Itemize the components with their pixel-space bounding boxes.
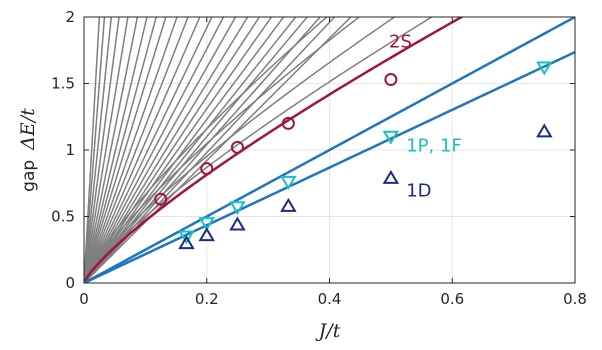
y-tick-label-1: 0.5	[51, 208, 75, 226]
series-curve-1d	[84, 50, 575, 283]
gray-line-10	[84, 17, 189, 283]
gray-line-17	[84, 17, 273, 283]
marker-1p-1f-4	[382, 130, 400, 145]
marker-1d-4	[382, 169, 400, 184]
gray-line-14	[84, 17, 237, 283]
y-axis-title: gap ΔE/t	[17, 108, 39, 192]
y-tick-label-4: 2	[65, 8, 75, 26]
gray-curve-1	[84, 17, 361, 283]
marker-1p-1f-3	[280, 175, 297, 190]
marker-1d-3	[280, 197, 297, 212]
x-tick-label-1: 0.2	[195, 290, 219, 308]
x-tick-label-2: 0.4	[318, 290, 342, 308]
gray-line-11	[84, 17, 201, 283]
gray-line-2	[84, 17, 113, 283]
y-tick-label-0: 0	[65, 274, 75, 292]
gray-line-13	[84, 17, 225, 283]
gray-curve-0	[84, 17, 328, 283]
marker-2s-1	[200, 162, 214, 176]
gray-line-19	[84, 17, 297, 283]
x-tick-label-0: 0	[79, 290, 89, 308]
gray-line-4	[84, 17, 129, 283]
gray-line-6	[84, 17, 148, 283]
marker-2s-4	[384, 73, 398, 87]
x-tick-label-4: 0.8	[563, 290, 587, 308]
y-axis-title-prefix: gap	[19, 160, 39, 192]
marker-1p-1f-1	[198, 217, 216, 232]
gray-line-7	[84, 17, 157, 283]
marker-1d-5	[536, 123, 553, 138]
series-curves	[84, 17, 575, 283]
marker-1d-0	[178, 235, 195, 250]
x-tick-label-3: 0.6	[440, 290, 464, 308]
gray-line-9	[84, 17, 178, 283]
marker-2s-0	[154, 192, 168, 206]
annotation-2: 1D	[406, 181, 431, 202]
marker-1p-1f-0	[178, 230, 195, 245]
annotations: 2S 1P, 1F 1D	[389, 32, 462, 202]
gray-line-8	[84, 17, 167, 283]
gray-line-1	[84, 17, 106, 283]
y-tick-label-2: 1	[65, 141, 75, 159]
annotation-1: 1P, 1F	[406, 135, 462, 156]
ticks: 0 0.2 0.4 0.6 0.8 0 0.5 1 1.5 2	[51, 8, 587, 308]
y-axis-title-symbol: ΔE/t	[17, 108, 39, 151]
marker-1p-1f-2	[229, 201, 246, 216]
y-tick-label-3: 1.5	[51, 75, 75, 93]
marker-1p-1f-5	[536, 61, 553, 76]
gray-curve-2	[84, 17, 396, 283]
gray-curves	[84, 17, 464, 283]
gray-line-15	[84, 17, 249, 283]
marker-1d-2	[229, 216, 246, 231]
marker-2s-3	[281, 116, 295, 130]
gray-line-3	[84, 17, 120, 283]
series-curve-1p-1f	[84, 17, 575, 283]
annotation-0: 2S	[389, 32, 412, 53]
series-curve-2s	[84, 17, 465, 283]
gray-line-5	[84, 17, 139, 283]
gray-line-0	[84, 17, 101, 283]
markers	[154, 61, 553, 250]
marker-2s-2	[230, 140, 244, 154]
marker-1d-1	[198, 227, 216, 242]
gray-line-12	[84, 17, 213, 283]
x-axis-title: J/t	[315, 320, 341, 342]
